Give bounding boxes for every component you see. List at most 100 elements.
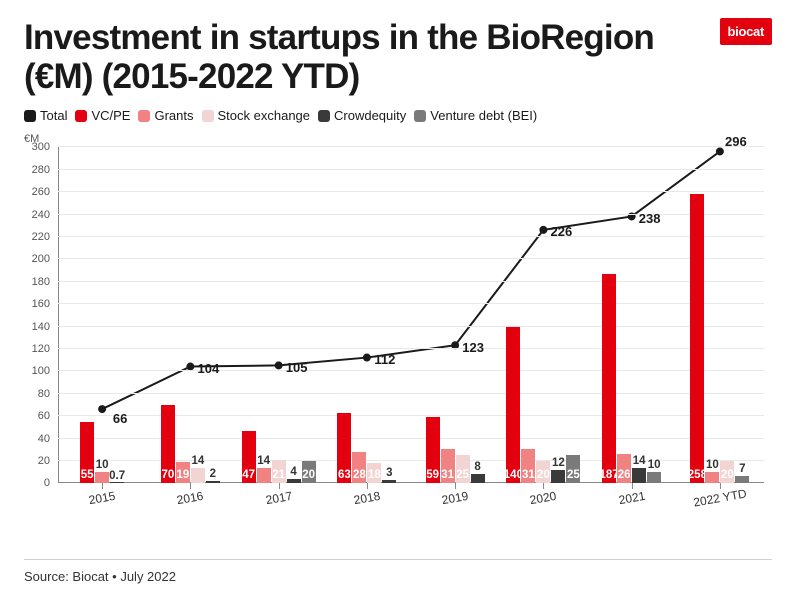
bar-value-label: 18: [368, 469, 381, 481]
stock-bar: 14: [191, 468, 205, 484]
grid-line: [58, 258, 764, 259]
y-tick-label: 0: [44, 477, 50, 489]
brand-logo: biocat: [720, 18, 772, 45]
y-tick-label: 280: [32, 164, 50, 176]
x-axis-label: 2017: [264, 489, 293, 507]
bar-value-label: 140: [504, 469, 523, 481]
x-tick: [455, 483, 456, 489]
x-axis-label: 2018: [353, 489, 382, 507]
stock-bar: 21: [272, 460, 286, 484]
grid-line: [58, 370, 764, 371]
legend-item-stock: Stock exchange: [202, 108, 311, 123]
y-axis: 0204060801001201401601802002202402602803…: [24, 147, 54, 483]
legend-item-total: Total: [24, 108, 67, 123]
legend-swatch: [414, 110, 426, 122]
vcpe-bar: 55: [80, 422, 94, 484]
source-text: Source: Biocat • July 2022: [24, 569, 176, 584]
bar-value-label: 19: [176, 469, 189, 481]
total-value-label: 238: [639, 211, 661, 226]
legend-item-crowd: Crowdequity: [318, 108, 406, 123]
legend-item-debt: Venture debt (BEI): [414, 108, 537, 123]
vcpe-bar: 187: [602, 274, 616, 483]
bar-value-label: 63: [338, 469, 351, 481]
total-value-label: 66: [113, 411, 127, 426]
bar-value-label: 10: [96, 459, 109, 471]
x-axis-label: 2022 YTD: [692, 487, 747, 510]
stock-bar: 18: [367, 463, 381, 483]
y-tick-label: 200: [32, 253, 50, 265]
x-tick: [720, 483, 721, 489]
total-value-label: 112: [374, 352, 395, 367]
total-value-label: 296: [725, 134, 747, 149]
y-tick-label: 40: [38, 433, 50, 445]
y-tick-label: 300: [32, 141, 50, 153]
x-tick: [279, 483, 280, 489]
grid-line: [58, 326, 764, 327]
grants-bar: 26: [617, 454, 631, 483]
grid-line: [58, 393, 764, 394]
bar-value-label: 4: [290, 466, 296, 478]
bar-value-label: 25: [567, 469, 580, 481]
bar-value-label: 59: [426, 469, 439, 481]
total-value-label: 226: [551, 224, 573, 239]
grants-bar: 10: [705, 472, 719, 483]
vcpe-bar: 47: [242, 431, 256, 484]
grid-line: [58, 191, 764, 192]
x-axis-label: 2016: [176, 489, 205, 507]
bar-value-label: 187: [600, 469, 619, 481]
crowd-bar: 0.7: [110, 482, 124, 483]
bar-value-label: 20: [302, 469, 315, 481]
x-tick: [102, 483, 103, 489]
bar-value-label: 14: [191, 455, 204, 467]
bar-value-label: 31: [441, 469, 454, 481]
bar-value-label: 10: [706, 459, 719, 471]
legend-item-vcpe: VC/PE: [75, 108, 130, 123]
y-tick-label: 20: [38, 455, 50, 467]
vcpe-bar: 140: [506, 327, 520, 484]
crowd-bar: 2: [206, 481, 220, 483]
bar-value-label: 20: [537, 469, 550, 481]
bar-value-label: 3: [386, 467, 392, 479]
grid-line: [58, 281, 764, 282]
x-tick: [190, 483, 191, 489]
bar-value-label: 20: [721, 469, 734, 481]
legend-label: VC/PE: [91, 108, 130, 123]
grid-line: [58, 303, 764, 304]
total-value-label: 104: [198, 361, 220, 376]
x-axis-label: 2015: [88, 489, 117, 507]
y-tick-label: 120: [32, 343, 50, 355]
y-tick-label: 180: [32, 276, 50, 288]
grants-bar: 28: [352, 452, 366, 483]
bar-value-label: 25: [456, 469, 469, 481]
bar-value-label: 70: [161, 469, 174, 481]
legend-label: Venture debt (BEI): [430, 108, 537, 123]
bar-value-label: 7: [739, 463, 745, 475]
bar-value-label: 10: [648, 459, 661, 471]
legend-swatch: [318, 110, 330, 122]
debt-bar: 20: [302, 461, 316, 483]
crowd-bar: 8: [471, 474, 485, 483]
total-marker: [539, 226, 547, 234]
grid-line: [58, 236, 764, 237]
bar-value-label: 2: [210, 468, 216, 480]
vcpe-bar: 258: [690, 194, 704, 483]
y-tick-label: 240: [32, 209, 50, 221]
grants-bar: 14: [257, 468, 271, 484]
total-marker: [98, 405, 106, 413]
bar-value-label: 8: [474, 461, 480, 473]
y-tick-label: 140: [32, 321, 50, 333]
bar-value-label: 26: [618, 469, 631, 481]
y-tick-label: 100: [32, 365, 50, 377]
chart-plot: 201555100.720167019142201747142142020186…: [58, 147, 764, 483]
bar-value-label: 14: [257, 455, 270, 467]
grid-line: [58, 146, 764, 147]
bar-value-label: 12: [552, 457, 565, 469]
y-tick-label: 160: [32, 298, 50, 310]
y-tick-label: 220: [32, 231, 50, 243]
total-marker: [275, 362, 283, 370]
legend-swatch: [75, 110, 87, 122]
x-tick: [632, 483, 633, 489]
x-tick: [367, 483, 368, 489]
debt-bar: 10: [647, 472, 661, 483]
x-axis-label: 2019: [441, 489, 470, 507]
